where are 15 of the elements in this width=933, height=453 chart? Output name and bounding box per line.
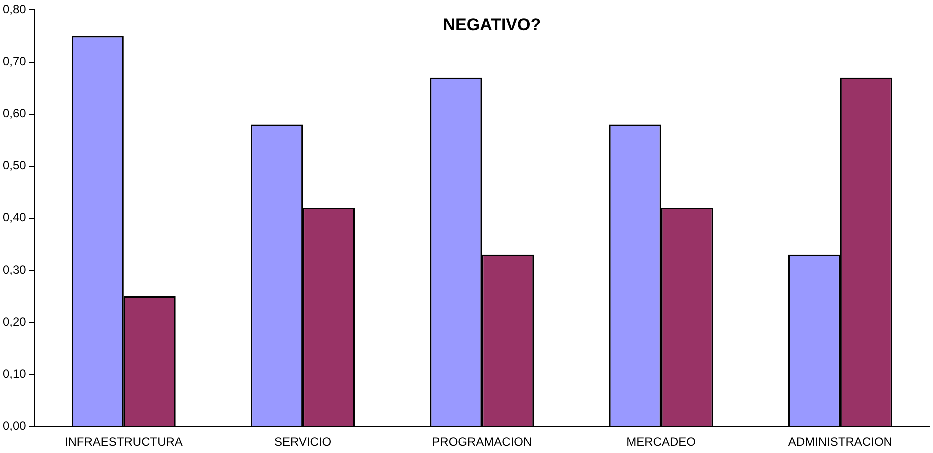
x-tick-label: PROGRAMACION (432, 435, 532, 450)
x-tick-label: MERCADEO (626, 435, 696, 450)
x-tick-label: INFRAESTRUCTURA (64, 435, 183, 450)
y-tick-label: 0,00 (2, 418, 27, 433)
x-tick-label: ADMINISTRACION (788, 435, 892, 450)
y-tick-label: 0,50 (2, 158, 27, 173)
y-tick-label: 0,60 (2, 106, 27, 121)
x-tick-label: SERVICIO (274, 435, 332, 450)
y-tick-label: 0,30 (2, 262, 27, 277)
y-tick-label: 0,10 (2, 366, 27, 381)
y-tick-label: 0,40 (2, 210, 27, 225)
y-tick-label: 0,20 (2, 314, 27, 329)
y-tick-label: 0,70 (2, 54, 27, 69)
y-tick-label: 0,80 (2, 2, 27, 17)
chart-title: NEGATIVO? (443, 16, 542, 35)
